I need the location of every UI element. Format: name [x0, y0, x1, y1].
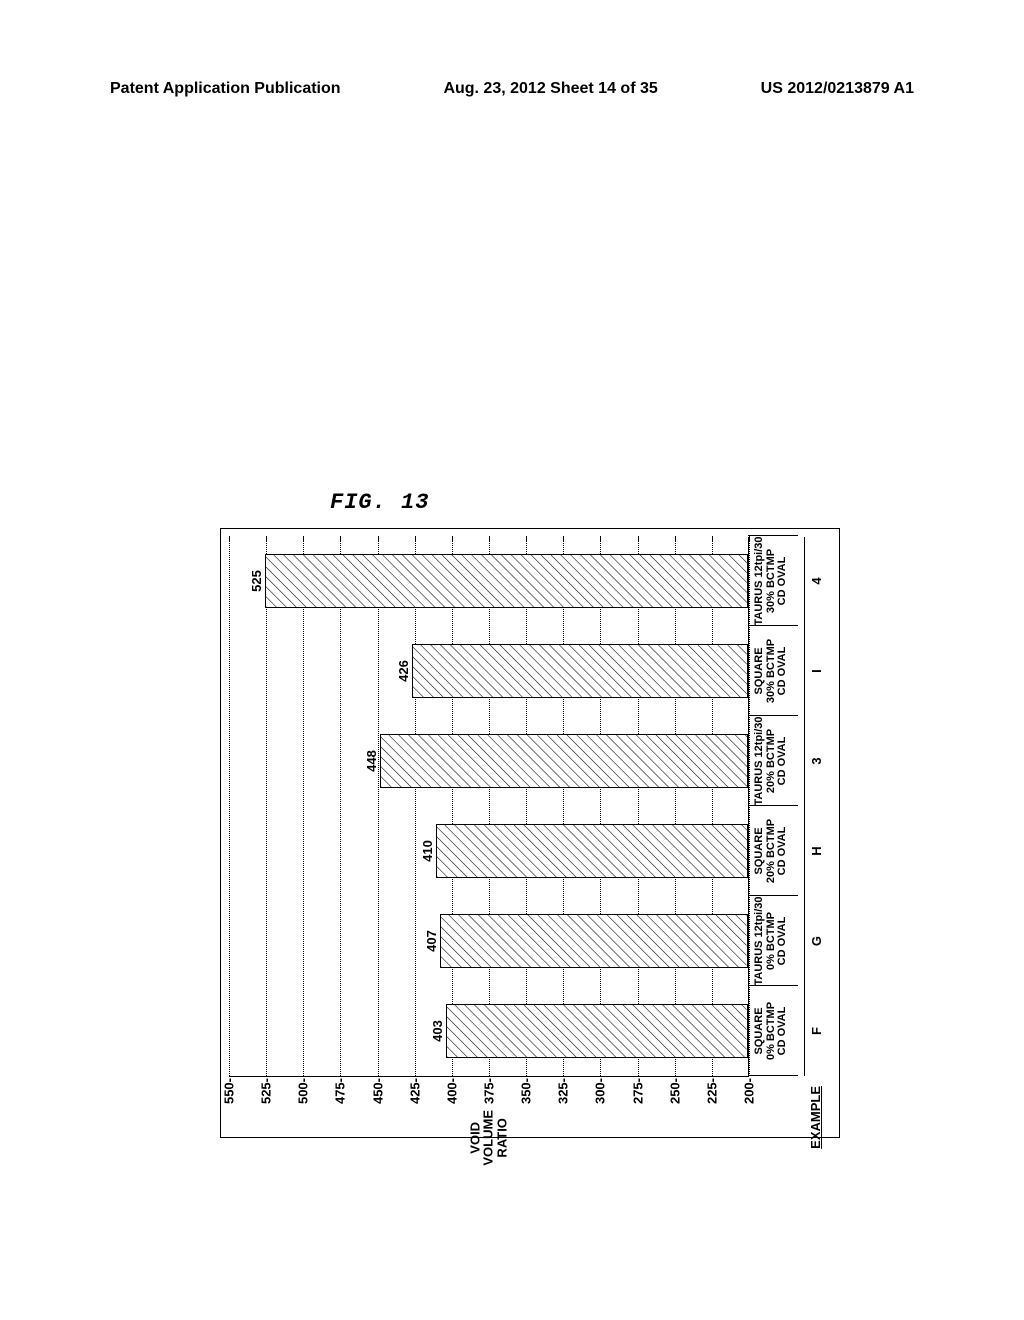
y-tickmark	[638, 536, 639, 542]
y-tick-label: 300-	[593, 1076, 608, 1104]
gridline	[229, 537, 230, 1076]
example-row-label: EXAMPLE	[808, 1086, 823, 1149]
category-separator	[748, 715, 798, 716]
bar-value-label: 426	[396, 660, 413, 682]
y-tick-label: 550-	[222, 1076, 237, 1104]
gridline	[378, 537, 379, 1076]
category-label: TAURUS 12tpi/30 30% BCTMP CD OVAL	[748, 536, 789, 625]
category-label: SQUARE 30% BCTMP CD OVAL	[748, 639, 789, 703]
y-tickmark	[378, 536, 379, 542]
gridline	[600, 537, 601, 1076]
header-right: US 2012/0213879 A1	[761, 80, 914, 98]
category-separator	[748, 535, 798, 536]
bar-value-label: 410	[420, 840, 437, 862]
bar-value-label: 448	[364, 750, 381, 772]
example-cell: G	[809, 936, 824, 946]
gridline	[675, 537, 676, 1076]
example-cell: 3	[809, 757, 824, 764]
example-row: F G H 3 I 4	[804, 537, 826, 1076]
y-tick-label: 225-	[704, 1076, 719, 1104]
page-header: Patent Application Publication Aug. 23, …	[0, 80, 1024, 98]
gridline	[452, 537, 453, 1076]
y-tickmark	[675, 536, 676, 542]
example-cell: H	[809, 846, 824, 855]
y-tickmark	[600, 536, 601, 542]
gridline	[638, 537, 639, 1076]
example-cell: F	[809, 1027, 824, 1035]
chart-container: VOID VOLUME RATIO EXAMPLE FGH3I4 200-225…	[220, 528, 840, 1138]
gridline	[266, 537, 267, 1076]
y-tick-label: 200-	[742, 1076, 757, 1104]
y-tick-label: 350-	[519, 1076, 534, 1104]
y-tickmark	[266, 536, 267, 542]
category-label: TAURUS 12tpi/30 0% BCTMP CD OVAL	[748, 896, 789, 985]
y-axis-label: VOID VOLUME RATIO	[468, 1110, 509, 1166]
y-tickmark	[303, 536, 304, 542]
y-tickmark	[712, 536, 713, 542]
header-center: Aug. 23, 2012 Sheet 14 of 35	[443, 80, 657, 98]
bar: 403	[446, 1004, 748, 1058]
y-tick-label: 325-	[556, 1076, 571, 1104]
example-cell: I	[809, 669, 824, 673]
y-tick-label: 375-	[482, 1076, 497, 1104]
y-tick-label: 425-	[407, 1076, 422, 1104]
gridline	[712, 537, 713, 1076]
figure-title: FIG. 13	[330, 490, 429, 515]
bar-value-label: 407	[424, 930, 441, 952]
category-separator	[748, 985, 798, 986]
category-separator	[748, 805, 798, 806]
gridline	[526, 537, 527, 1076]
gridline	[563, 537, 564, 1076]
y-tick-label: 250-	[667, 1076, 682, 1104]
y-tick-label: 450-	[370, 1076, 385, 1104]
category-separator	[748, 625, 798, 626]
bar-chart: VOID VOLUME RATIO EXAMPLE FGH3I4 200-225…	[220, 528, 840, 1138]
bar: 448	[380, 734, 748, 788]
bar: 407	[440, 914, 748, 968]
y-tickmark	[489, 536, 490, 542]
y-tick-label: 275-	[630, 1076, 645, 1104]
bar-value-label: 525	[249, 570, 266, 592]
category-separator	[748, 1075, 798, 1076]
y-tick-label: 525-	[259, 1076, 274, 1104]
header-left: Patent Application Publication	[110, 80, 341, 98]
y-tick-label: 500-	[296, 1076, 311, 1104]
category-label: SQUARE 20% BCTMP CD OVAL	[748, 819, 789, 883]
bar: 410	[436, 824, 748, 878]
y-tick-label: 400-	[444, 1076, 459, 1104]
bar: 426	[412, 644, 748, 698]
category-separator	[748, 895, 798, 896]
gridline	[489, 537, 490, 1076]
bar-value-label: 403	[430, 1020, 447, 1042]
gridline	[303, 537, 304, 1076]
y-tickmark	[229, 536, 230, 542]
y-tickmark	[340, 536, 341, 542]
y-tickmark	[526, 536, 527, 542]
gridline	[415, 537, 416, 1076]
bar: 525	[265, 554, 748, 608]
y-tickmark	[563, 536, 564, 542]
category-label: SQUARE 0% BCTMP CD OVAL	[748, 1002, 789, 1060]
y-tick-label: 475-	[333, 1076, 348, 1104]
category-label: TAURUS 12tpi/30 20% BCTMP CD OVAL	[748, 716, 789, 805]
plot-area: VOID VOLUME RATIO EXAMPLE FGH3I4 200-225…	[229, 537, 749, 1077]
gridline	[340, 537, 341, 1076]
y-tickmark	[415, 536, 416, 542]
example-cell: 4	[809, 577, 824, 584]
y-tickmark	[452, 536, 453, 542]
